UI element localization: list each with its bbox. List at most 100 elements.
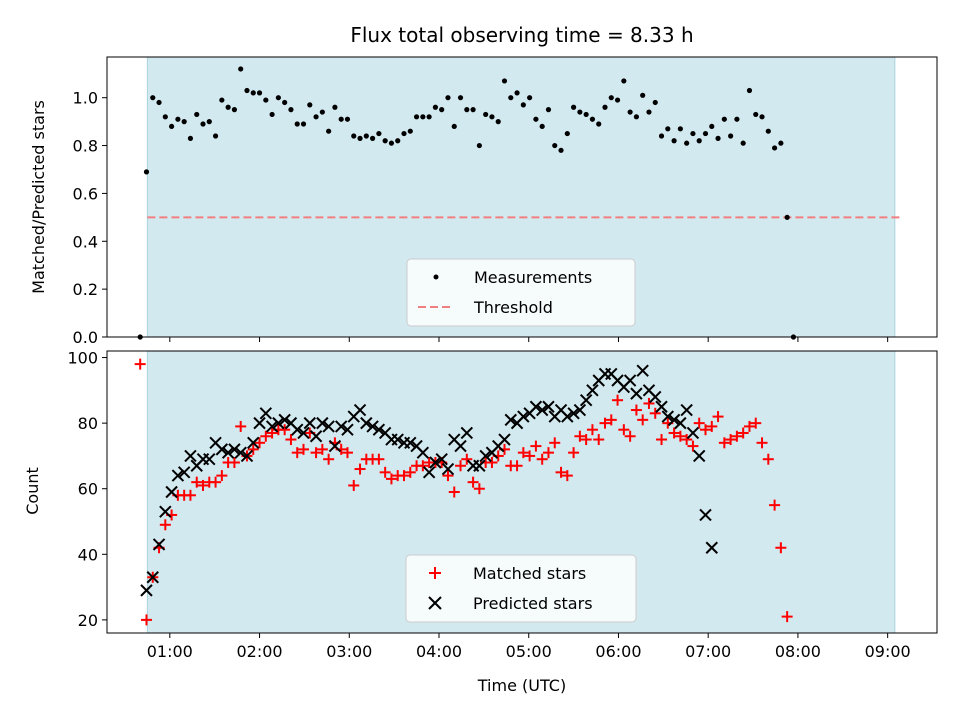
matched-stars-point <box>310 447 322 459</box>
measurement-point <box>395 138 401 144</box>
matched-stars-point <box>260 430 272 442</box>
measurement-point <box>665 126 671 132</box>
measurement-point <box>514 90 520 96</box>
x-axis-label: Time (UTC) <box>477 676 566 695</box>
measurement-point <box>150 95 156 101</box>
matched-stars-point <box>197 479 209 491</box>
matched-stars-point <box>134 358 146 370</box>
predicted-stars-point <box>247 436 260 450</box>
measurement-point <box>765 128 771 134</box>
x-tick-label: 06:00 <box>595 642 641 661</box>
measurement-point <box>451 123 457 130</box>
measurement-point <box>300 121 307 127</box>
matched-stars-point <box>699 424 711 436</box>
matched-stars-point <box>254 437 266 449</box>
matched-stars-point <box>775 542 787 554</box>
predicted-stars-point <box>630 387 643 400</box>
predicted-stars-point <box>215 443 229 456</box>
predicted-stars-point <box>429 456 442 469</box>
legend-matched-marker <box>429 567 441 579</box>
matched-stars-point <box>750 417 762 429</box>
measurement-point <box>187 135 194 141</box>
measurement-point <box>545 107 552 113</box>
measurement-point <box>244 87 250 94</box>
predicted-stars-point <box>309 430 323 443</box>
matched-stars-point <box>285 434 297 446</box>
matched-stars-point <box>681 434 693 446</box>
measurement-point <box>596 121 602 127</box>
predicted-stars-point <box>542 400 555 413</box>
predicted-stars-point <box>203 453 216 466</box>
predicted-stars-point <box>177 466 191 479</box>
predicted-stars-point <box>159 505 172 518</box>
measurement-point <box>759 114 765 120</box>
measurement-point <box>684 140 690 146</box>
measurement-point <box>357 135 363 141</box>
matched-stars-point <box>316 443 328 455</box>
legend-predicted-label: Predicted stars <box>473 594 593 613</box>
matched-stars-point <box>159 519 171 531</box>
measurement-point <box>771 145 778 151</box>
matched-stars-point <box>555 466 567 478</box>
predicted-stars-point <box>422 466 436 479</box>
x-tick-label: 09:00 <box>865 642 911 661</box>
matched-stars-point <box>417 460 429 472</box>
top-y-tick-label: 0.6 <box>73 184 98 203</box>
measurement-point <box>351 133 357 139</box>
measurement-point <box>275 95 281 101</box>
predicted-stars-point <box>391 433 404 446</box>
predicted-stars-point <box>234 446 247 459</box>
measurement-point <box>489 114 495 120</box>
matched-stars-point <box>448 486 460 498</box>
top-axes-frame <box>106 56 938 338</box>
matched-stars-point <box>524 450 536 462</box>
predicted-stars-point <box>334 420 348 433</box>
measurement-point <box>319 109 325 115</box>
measurement-point <box>658 133 665 139</box>
measurement-point <box>501 78 508 84</box>
measurement-point <box>470 107 476 113</box>
matched-stars-point <box>649 407 661 419</box>
bottom-y-tick-label: 20 <box>78 611 98 630</box>
predicted-stars-point <box>171 469 185 482</box>
measurement-point <box>457 95 464 101</box>
measurement-point <box>388 140 395 146</box>
measurement-point <box>589 116 596 122</box>
predicted-stars-point <box>504 413 517 427</box>
measurement-point <box>307 102 313 108</box>
bottom-y-tick-label: 100 <box>67 349 98 368</box>
predicted-stars-point <box>649 390 662 404</box>
measurement-point <box>256 90 263 96</box>
matched-stars-point <box>191 476 203 488</box>
measurement-point <box>363 133 369 139</box>
x-tick-label: 03:00 <box>326 642 372 661</box>
top-y-tick-label: 1.0 <box>73 89 98 108</box>
measurement-point <box>263 97 269 103</box>
measurement-point <box>332 104 338 110</box>
measurement-point <box>413 114 420 120</box>
measurement-point <box>646 109 652 115</box>
matched-stars-point <box>455 460 467 472</box>
top-y-axis-label: Matched/Predicted stars <box>29 100 48 294</box>
matched-stars-point <box>731 430 743 442</box>
matched-stars-point <box>473 483 485 495</box>
measurement-point <box>338 116 344 122</box>
measurement-point <box>508 95 514 101</box>
predicted-stars-point <box>655 400 668 413</box>
measurement-point <box>627 109 633 115</box>
matched-stars-point <box>624 430 636 442</box>
top-y-tick-label: 0.4 <box>73 232 98 251</box>
bottom-y-tick-label: 40 <box>78 545 98 564</box>
measurement-point <box>464 107 470 113</box>
measurement-point <box>709 123 715 130</box>
measurement-point <box>495 119 501 125</box>
bottom-y-axis-label: Count <box>23 467 42 515</box>
measurement-point <box>282 99 288 106</box>
matched-stars-point <box>756 437 768 449</box>
measurement-point <box>212 133 219 139</box>
measurement-point <box>250 90 256 96</box>
bottom-axes-frame <box>106 350 938 634</box>
matched-stars-point <box>568 447 580 459</box>
predicted-stars-point <box>341 423 354 436</box>
legend-predicted-marker <box>428 596 442 610</box>
